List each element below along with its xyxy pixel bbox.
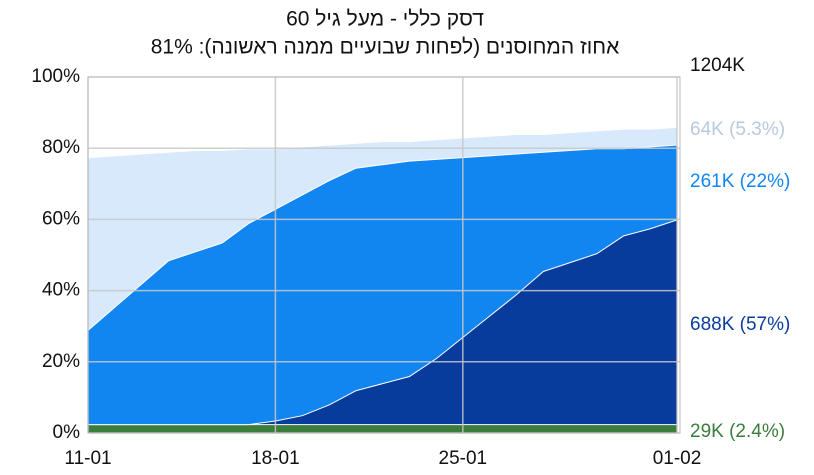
legend-label: 261K (22%) xyxy=(690,171,790,192)
area xyxy=(88,126,677,330)
y-tick-label: 40% xyxy=(42,280,80,301)
legend-label: 29K (2.4%) xyxy=(690,421,785,442)
chart-subtitle: אחוז המחוסנים (לפחות שבועיים ממנה ראשונה… xyxy=(151,36,620,59)
legend-label: 64K (5.3%) xyxy=(690,119,785,140)
y-tick-label: 80% xyxy=(42,137,80,158)
y-tick-label: 0% xyxy=(53,422,81,443)
x-tick-label: 18-01 xyxy=(251,448,300,469)
area xyxy=(88,424,677,433)
x-tick-label: 25-01 xyxy=(439,448,488,469)
x-tick-label: 01-02 xyxy=(653,448,702,469)
area xyxy=(88,144,677,425)
y-tick-label: 20% xyxy=(42,351,80,372)
total-annotation: 1204K xyxy=(690,55,745,76)
y-tick-label: 100% xyxy=(31,66,80,87)
plot-frame xyxy=(87,76,681,434)
y-tick-label: 60% xyxy=(42,208,80,229)
chart-title: דסק כללי - מעל גיל 60 xyxy=(286,8,484,31)
area-edge xyxy=(87,125,678,159)
area xyxy=(88,219,677,425)
legend-label: 688K (57%) xyxy=(690,314,790,335)
x-tick-label: 11-01 xyxy=(64,448,111,469)
